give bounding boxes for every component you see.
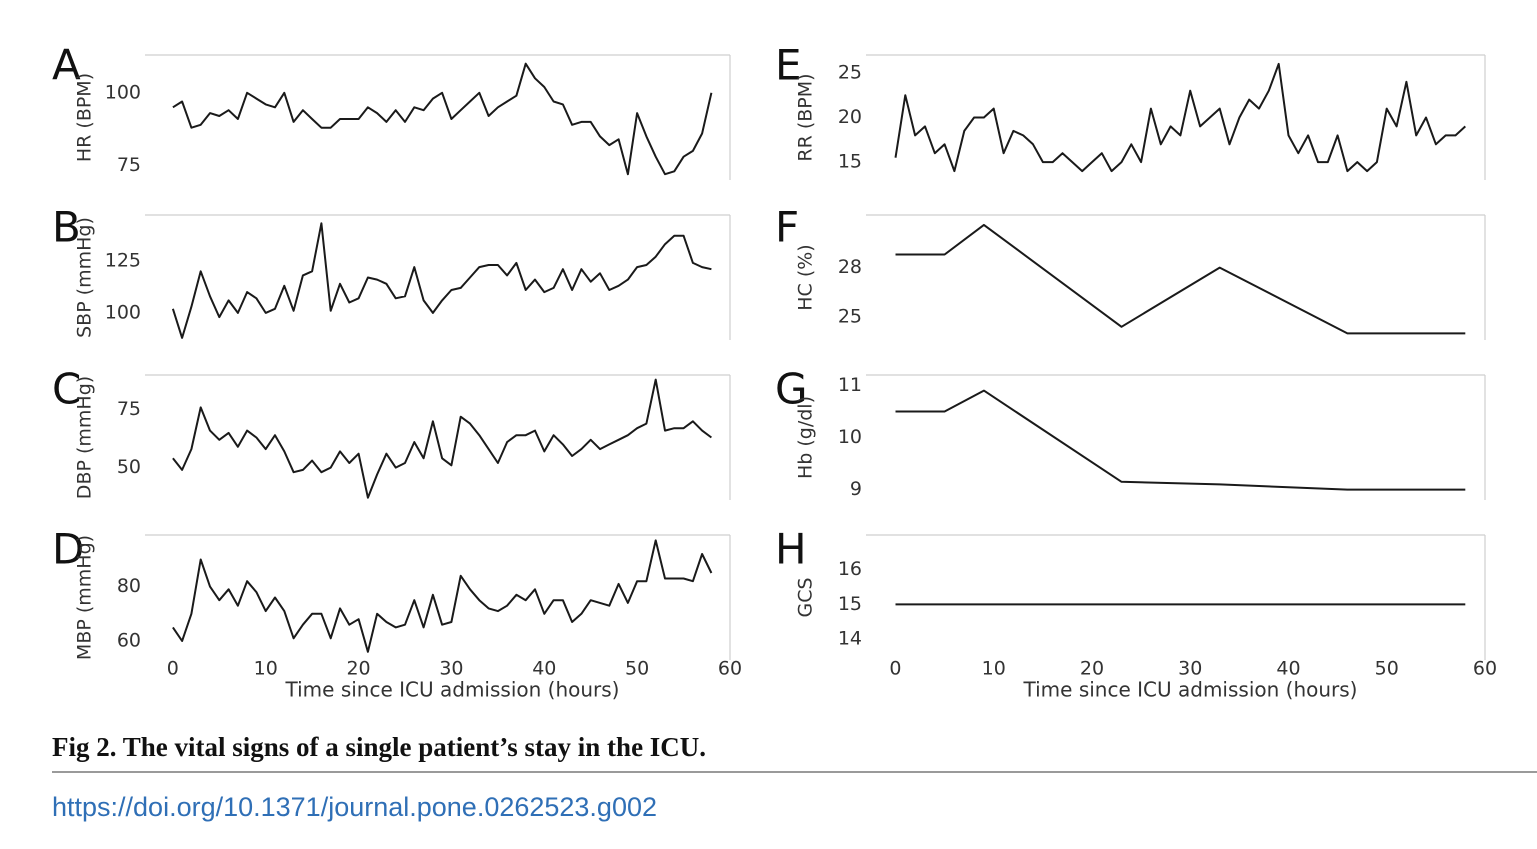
x-axis-label: Time since ICU admission (hours)	[285, 678, 620, 702]
series-line	[172, 62, 713, 176]
panel-letter: D	[52, 525, 84, 574]
y-axis-label: SBP (mmHg)	[74, 217, 96, 338]
y-tick-label: 9	[850, 478, 862, 500]
x-tick-label: 20	[346, 658, 370, 680]
panel-letter: G	[775, 365, 808, 414]
panel-e: ERR (BPM) 15 20 25	[775, 41, 1486, 180]
y-tick-label: 125	[105, 249, 141, 271]
panel-letter: E	[775, 41, 802, 90]
y-tick-label: 25	[838, 61, 862, 83]
y-tick-label: 16	[838, 558, 862, 580]
x-tick-label: 50	[625, 658, 649, 680]
x-tick-label: 40	[1276, 658, 1300, 680]
y-axis-label: Hb (g/dl)	[795, 396, 817, 479]
x-tick-label: 10	[254, 658, 278, 680]
y-tick-label: 100	[105, 81, 141, 103]
x-tick-label: 60	[718, 658, 742, 680]
panel-g: GHb (g/dl) 9 10 11	[775, 365, 1486, 500]
y-tick-label: 11	[838, 374, 862, 396]
y-axis-label: MBP (mmHg)	[74, 535, 96, 660]
x-tick-label: 30	[439, 658, 463, 680]
y-tick-label: 10	[838, 426, 862, 448]
y-axis-label: HC (%)	[795, 244, 817, 310]
doi-link[interactable]: https://doi.org/10.1371/journal.pone.026…	[52, 792, 657, 822]
panel-h: H GCS 14 15 16 0 10 20 30 40 50 60 Time since ICU ad…	[775, 525, 1497, 702]
y-axis-label: HR (BPM)	[74, 73, 96, 162]
y-axis-label: RR (BPM)	[795, 73, 817, 161]
panel-letter: C	[52, 365, 81, 414]
y-tick-label: 25	[838, 305, 862, 327]
x-tick-label: 10	[982, 658, 1006, 680]
y-tick-label: 50	[117, 456, 141, 478]
series-line	[894, 62, 1466, 173]
x-axis-label: Time since ICU admission (hours)	[1023, 678, 1358, 702]
x-tick-label: 20	[1080, 658, 1104, 680]
panel-letter: A	[52, 41, 81, 90]
x-tick-label: 60	[1473, 658, 1497, 680]
x-tick-label: 40	[532, 658, 556, 680]
panel-letter: B	[52, 203, 81, 252]
series-line	[895, 389, 1466, 491]
y-tick-label: 14	[838, 628, 862, 650]
x-tick-label: 0	[889, 658, 901, 680]
x-tick-label: 30	[1178, 658, 1202, 680]
y-tick-label: 15	[838, 593, 862, 615]
panel-letter: H	[775, 525, 807, 574]
series-line	[172, 539, 713, 653]
x-tick-label: 50	[1375, 658, 1399, 680]
x-tick-label: 0	[167, 658, 179, 680]
y-tick-label: 80	[117, 575, 141, 597]
y-tick-label: 20	[838, 106, 862, 128]
series-line	[171, 222, 712, 339]
y-tick-label: 15	[838, 151, 862, 173]
y-tick-label: 75	[117, 154, 141, 176]
panel-f: FHC (%) 25 28	[775, 203, 1486, 340]
y-tick-label: 100	[105, 301, 141, 323]
y-tick-label: 28	[838, 256, 862, 278]
y-axis-label: GCS	[795, 577, 817, 617]
y-tick-label: 60	[117, 629, 141, 651]
panel-letter: F	[775, 203, 799, 252]
caption-divider	[52, 771, 1537, 773]
series-line	[172, 378, 712, 499]
y-axis-label: DBP (mmHg)	[74, 376, 96, 499]
figure-caption: Fig 2. The vital signs of a single patie…	[52, 732, 707, 762]
panel-a: AHR (BPM) 75 100	[52, 41, 731, 180]
series-line	[895, 223, 1466, 335]
y-tick-label: 75	[117, 398, 141, 420]
